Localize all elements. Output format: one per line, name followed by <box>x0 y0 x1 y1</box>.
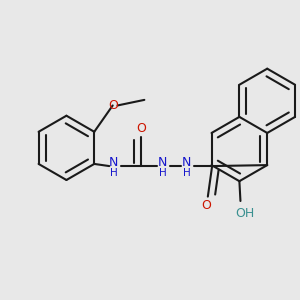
Text: O: O <box>108 99 118 112</box>
Text: N: N <box>182 156 191 170</box>
Text: OH: OH <box>235 207 254 220</box>
Text: O: O <box>136 122 146 135</box>
Text: H: H <box>159 167 167 178</box>
Text: H: H <box>110 167 117 178</box>
Text: O: O <box>201 199 211 212</box>
Text: N: N <box>109 156 118 170</box>
Text: N: N <box>158 156 167 170</box>
Text: H: H <box>182 167 190 178</box>
